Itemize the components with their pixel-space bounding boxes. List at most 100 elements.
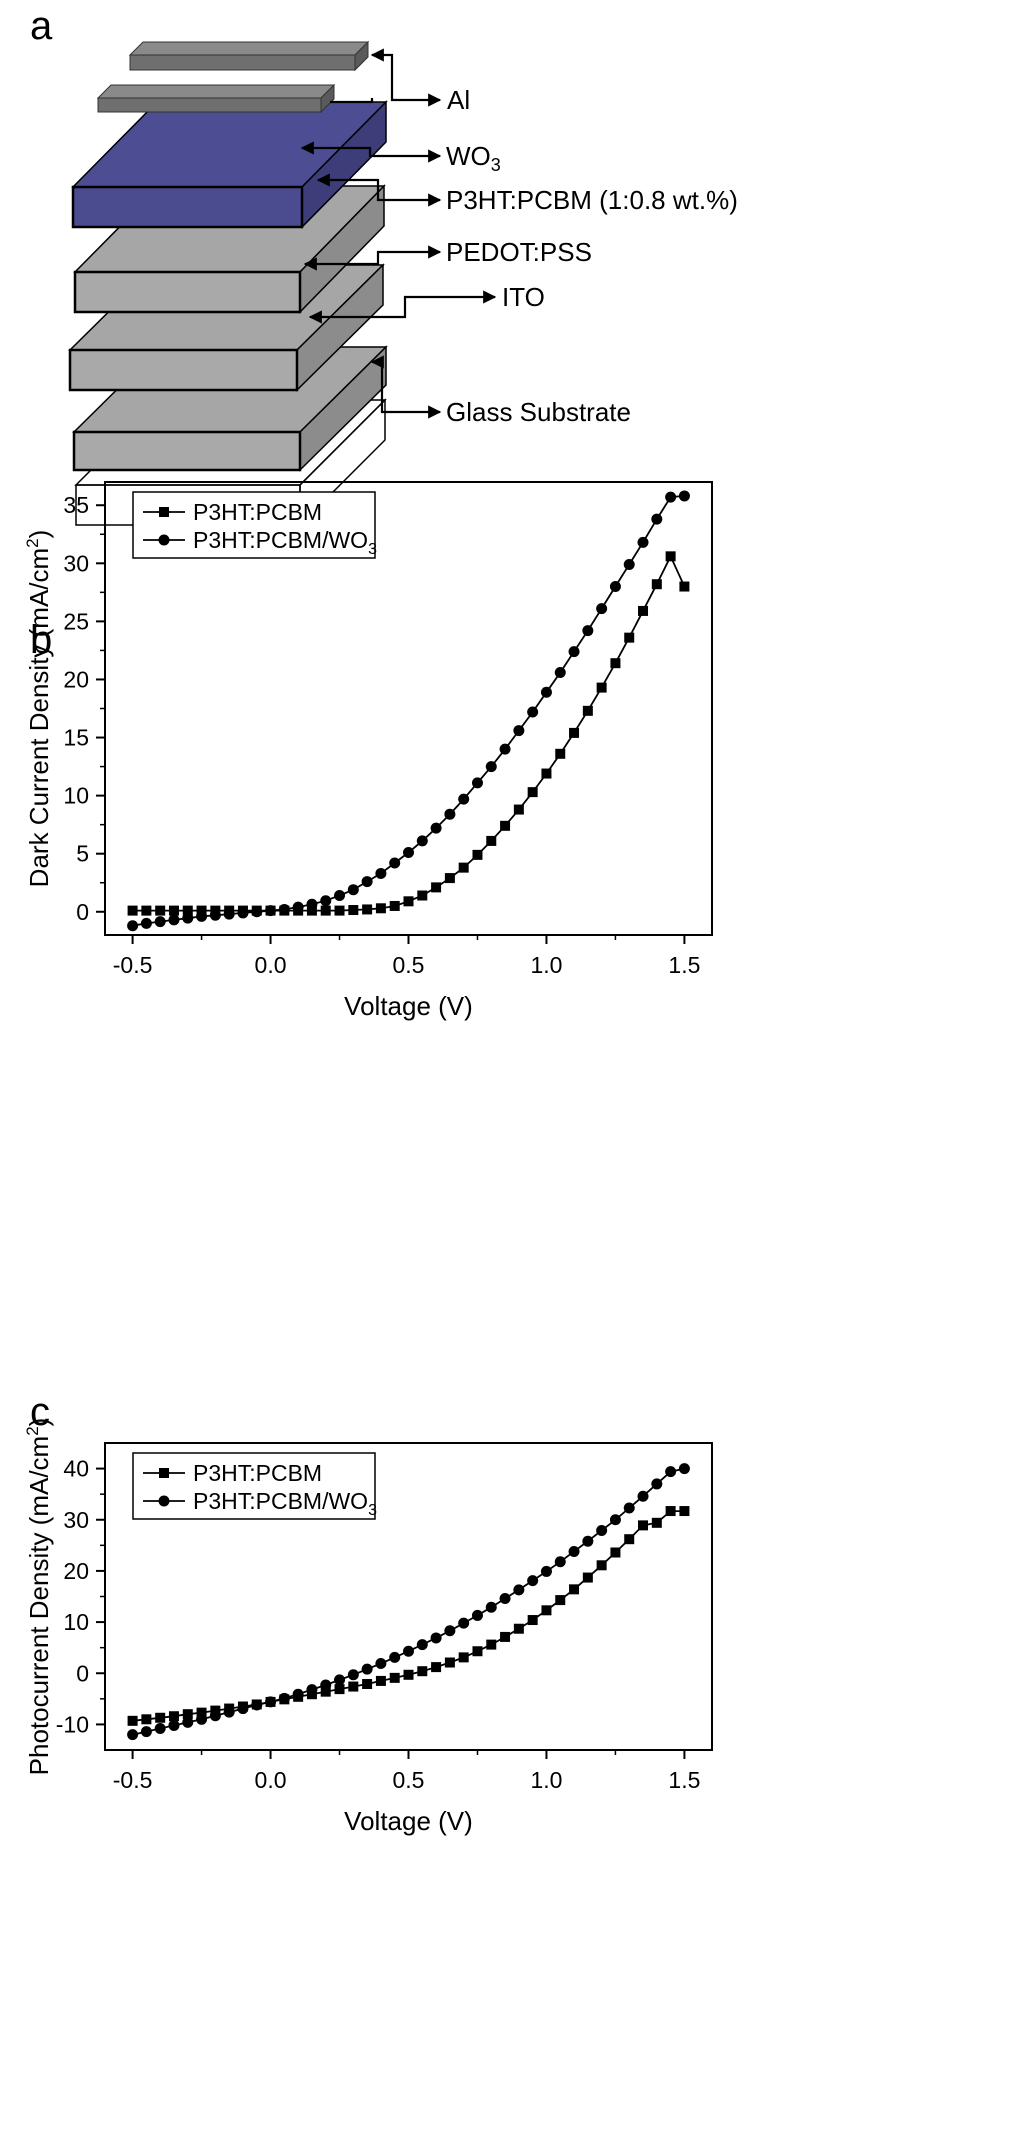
data-point-square <box>486 835 497 846</box>
data-point-square <box>182 1709 193 1720</box>
data-point-square <box>306 1689 317 1700</box>
data-point-circle <box>499 1593 511 1605</box>
data-point-square <box>293 1691 304 1702</box>
data-point-square <box>141 1714 152 1725</box>
data-point-square <box>651 1517 662 1528</box>
data-point-square <box>141 905 152 916</box>
data-point-circle <box>471 1609 483 1621</box>
data-point-square <box>472 849 483 860</box>
data-point-circle <box>651 1478 663 1490</box>
data-point-square <box>486 1639 497 1650</box>
data-point-circle <box>361 1663 373 1675</box>
data-point-circle <box>127 920 139 932</box>
data-point-square <box>182 905 193 916</box>
data-point-square <box>472 1646 483 1657</box>
data-point-circle <box>154 916 166 928</box>
x-tick-label: -0.5 <box>113 1767 153 1793</box>
x-tick-label: 0.5 <box>393 952 425 978</box>
y-axis-title-main: Dark Current Density (mA/cm <box>24 548 54 888</box>
data-point-square <box>127 905 138 916</box>
data-point-square <box>403 1669 414 1680</box>
panel-b-letter: b <box>30 618 53 662</box>
device-stack-diagram: Al WO3 P3HT:PCBM (1:0.8 wt.%) PEDOT:PSS … <box>68 40 738 527</box>
data-point-circle <box>416 1639 428 1651</box>
data-point-circle <box>306 898 318 910</box>
data-point-square <box>458 1652 469 1663</box>
data-point-square <box>541 768 552 779</box>
data-point-circle <box>458 793 470 805</box>
y-tick-label: 30 <box>63 1507 89 1533</box>
data-point-square <box>624 1534 635 1545</box>
data-point-circle <box>403 847 414 859</box>
label-ito: ITO <box>502 282 545 312</box>
x-tick-label: -0.5 <box>113 952 153 978</box>
data-point-square <box>348 1681 359 1692</box>
data-point-circle <box>444 1625 456 1637</box>
y-tick-label: 0 <box>76 899 89 925</box>
data-point-square <box>610 658 621 669</box>
data-point-square <box>237 1701 248 1712</box>
y-tick-label: -10 <box>56 1711 89 1737</box>
y-tick-label: 25 <box>63 608 89 634</box>
panel-a-letter: a <box>30 4 53 48</box>
data-point-circle <box>196 1713 208 1725</box>
label-al: Al <box>447 85 470 115</box>
data-point-square <box>265 905 276 916</box>
legend-label: P3HT:PCBM/WO3 <box>193 1488 377 1519</box>
data-point-square <box>596 1560 607 1571</box>
legend-label-main: P3HT:PCBM <box>193 1460 322 1486</box>
series-line-1 <box>132 1467 685 1736</box>
data-point-square <box>389 1672 400 1683</box>
data-point-circle <box>292 1688 304 1700</box>
data-point-circle <box>168 914 180 926</box>
x-axis-title: Voltage (V) <box>344 1806 473 1836</box>
data-point-circle <box>609 1514 621 1526</box>
data-point-circle <box>623 1502 635 1514</box>
data-point-square <box>651 579 662 590</box>
x-tick-label: 1.5 <box>668 1767 700 1793</box>
data-point-circle <box>237 907 249 919</box>
data-point-circle <box>361 876 373 888</box>
x-axis-title: Voltage (V) <box>344 991 473 1021</box>
data-point-square <box>279 905 290 916</box>
data-point-square <box>168 905 179 916</box>
data-point-circle <box>251 1699 263 1711</box>
data-point-circle <box>389 1651 401 1663</box>
data-point-square <box>155 1712 166 1723</box>
data-point-square <box>155 905 166 916</box>
legend-label-main: P3HT:PCBM/WO <box>193 1488 368 1514</box>
wo3-layer <box>71 100 388 229</box>
series-line-0 <box>132 1510 685 1722</box>
data-point-circle <box>582 1535 594 1547</box>
legend-marker-circle <box>158 1495 170 1507</box>
data-point-circle <box>582 625 594 637</box>
data-point-square <box>555 1595 566 1606</box>
data-point-square <box>210 905 221 916</box>
x-tick-label: 1.5 <box>668 952 700 978</box>
data-point-square <box>431 1662 442 1673</box>
data-point-circle <box>485 1601 497 1613</box>
x-tick-label: 1.0 <box>530 1767 562 1793</box>
data-point-circle <box>678 1463 690 1475</box>
data-point-circle <box>375 867 387 879</box>
data-point-square <box>334 905 345 916</box>
al-electrodes <box>96 40 370 114</box>
data-point-square <box>362 904 373 915</box>
data-point-square <box>431 882 442 893</box>
data-point-circle <box>596 603 608 615</box>
y-tick-label: 10 <box>63 1609 89 1635</box>
y-tick-label: 40 <box>63 1456 89 1482</box>
y-axis-title: Dark Current Density (mA/cm2) <box>23 530 54 888</box>
data-point-circle <box>389 857 401 869</box>
y-tick-label: 0 <box>76 1660 89 1686</box>
data-point-square <box>224 1703 235 1714</box>
data-point-square <box>596 682 607 693</box>
data-point-square <box>375 1675 386 1686</box>
y-tick-label: 20 <box>63 1558 89 1584</box>
data-point-square <box>168 1711 179 1722</box>
data-point-square <box>610 1547 621 1558</box>
data-point-circle <box>320 895 332 907</box>
data-point-square <box>513 1623 524 1634</box>
data-point-square <box>624 632 635 643</box>
data-point-circle <box>458 1617 470 1629</box>
